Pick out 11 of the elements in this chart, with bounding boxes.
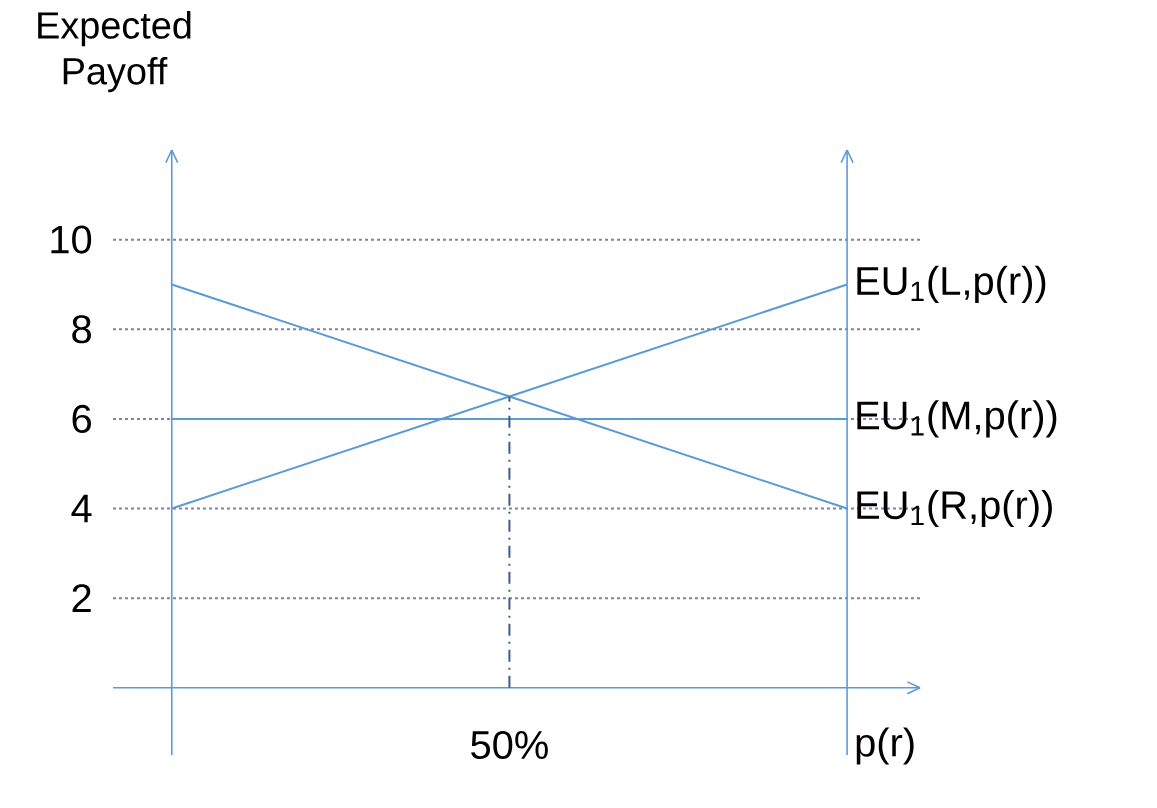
series-label: EU$_{1}$(L,p(r)): [857, 265, 1046, 304]
y-tick-label: 2: [72, 584, 91, 613]
series-label: EU$_{1}$(M,p(r)): [857, 400, 1057, 438]
y-tick-label: 6: [72, 404, 91, 433]
y-tick-label: 10: [51, 225, 92, 254]
x-tick-label: 50%: [471, 730, 548, 760]
series-label: EU$_{1}$(R,p(r)): [857, 489, 1052, 528]
y-tick-label: 4: [71, 494, 92, 523]
y-tick-label: 8: [72, 315, 91, 344]
x-axis-title: p(r): [856, 727, 914, 765]
y-axis-title: Expected Payoff: [38, 11, 191, 93]
